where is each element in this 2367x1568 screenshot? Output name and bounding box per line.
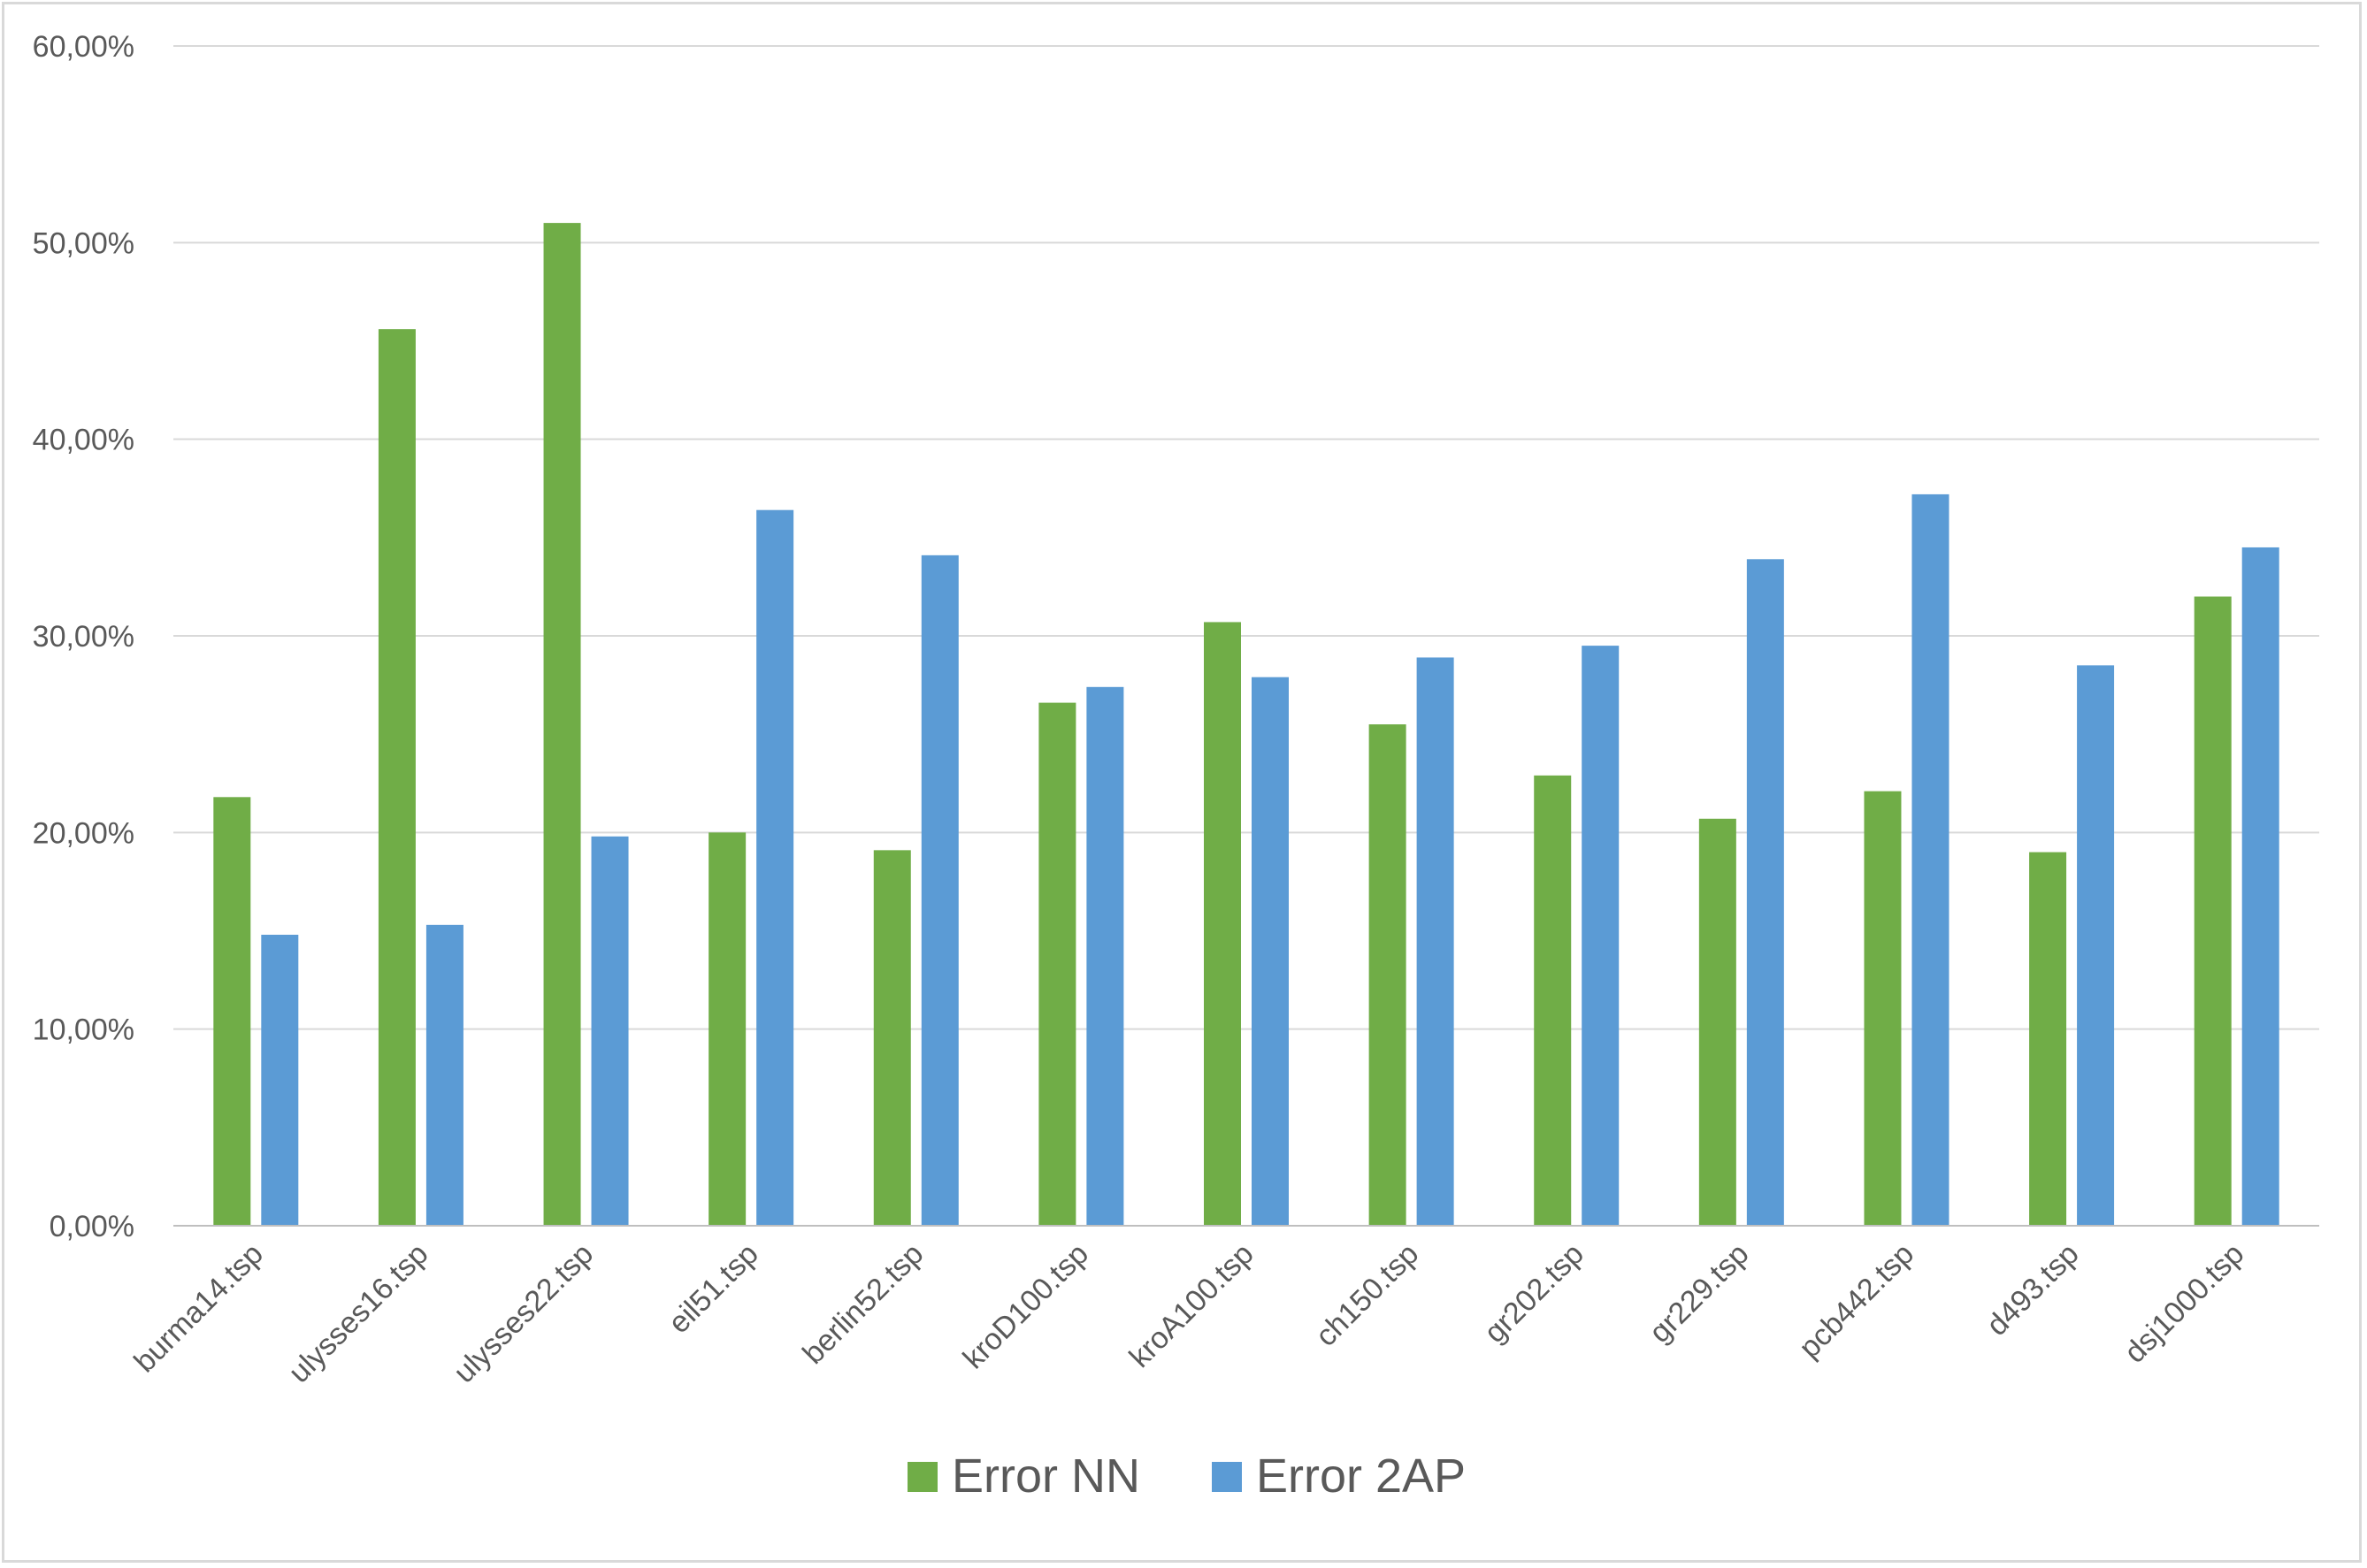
- bar-error-nn: [1204, 622, 1241, 1226]
- x-tick-label: ulysses16.tsp: [282, 1237, 435, 1390]
- legend-swatch: [1212, 1462, 1242, 1492]
- bar-error-nn: [1534, 775, 1572, 1226]
- bar-error-2ap: [425, 924, 463, 1226]
- x-tick-label: ulysses22.tsp: [448, 1237, 601, 1390]
- bar-error-2ap: [1252, 677, 1289, 1226]
- legend: Error NN Error 2AP: [908, 1449, 1466, 1503]
- x-tick-label: eil51.tsp: [662, 1237, 764, 1340]
- bar-error-nn: [213, 797, 251, 1226]
- x-tick-label: berlin52.tsp: [796, 1237, 930, 1371]
- bar-error-2ap: [1582, 646, 1620, 1226]
- bar-error-nn: [1698, 818, 1736, 1226]
- gridlines: [173, 45, 2319, 1030]
- y-tick-label: 50,00%: [33, 226, 134, 260]
- bar-error-nn: [873, 850, 911, 1226]
- bar-error-nn: [1864, 791, 1902, 1226]
- bar-error-2ap: [591, 836, 629, 1226]
- legend-label: Error 2AP: [1256, 1449, 1466, 1503]
- y-tick-label: 60,00%: [33, 30, 134, 64]
- y-tick-label: 40,00%: [33, 424, 134, 457]
- bar-error-nn: [543, 223, 581, 1227]
- x-tick-label: kroA100.tsp: [1122, 1237, 1260, 1374]
- x-axis-category-labels: burma14.tsp ulysses16.tsp ulysses22.tsp eil…: [127, 1237, 2250, 1390]
- x-tick-label: dsj1000.tsp: [2118, 1237, 2251, 1370]
- bar-error-2ap: [921, 555, 959, 1226]
- bar-error-2ap: [1911, 493, 1950, 1226]
- bar-error-nn: [1368, 724, 1406, 1226]
- y-tick-label: 10,00%: [33, 1013, 134, 1047]
- y-axis-tick-labels: 0,00% 10,00% 20,00% 30,00% 40,00% 50,00% 60,00…: [33, 30, 134, 1243]
- legend-label: Error NN: [952, 1449, 1140, 1503]
- bar-error-2ap: [261, 934, 299, 1226]
- x-tick-label: gr229.tsp: [1643, 1237, 1755, 1350]
- bar-error-nn: [709, 832, 747, 1226]
- bar-error-2ap: [1086, 686, 1124, 1226]
- bar-error-nn: [2029, 852, 2067, 1226]
- bars: [213, 223, 2279, 1227]
- bar-error-2ap: [2077, 665, 2115, 1226]
- y-tick-label: 0,00%: [50, 1210, 134, 1243]
- x-tick-label: kroD100.tsp: [957, 1237, 1096, 1376]
- x-tick-label: ch150.tsp: [1309, 1237, 1425, 1353]
- bar-error-nn: [378, 329, 416, 1226]
- bar-error-2ap: [1416, 657, 1454, 1226]
- bar-error-nn: [2194, 596, 2232, 1226]
- bar-error-nn: [1038, 702, 1076, 1226]
- x-tick-label: burma14.tsp: [127, 1237, 270, 1380]
- x-tick-label: d493.tsp: [1980, 1237, 2086, 1342]
- y-tick-label: 30,00%: [33, 620, 134, 654]
- bar-error-2ap: [756, 509, 794, 1226]
- y-tick-label: 20,00%: [33, 816, 134, 850]
- bar-error-2ap: [2241, 547, 2279, 1226]
- x-tick-label: pcb442.tsp: [1793, 1237, 1921, 1365]
- x-tick-label: gr202.tsp: [1478, 1237, 1590, 1350]
- legend-swatch: [908, 1462, 938, 1492]
- bar-error-2ap: [1746, 559, 1784, 1226]
